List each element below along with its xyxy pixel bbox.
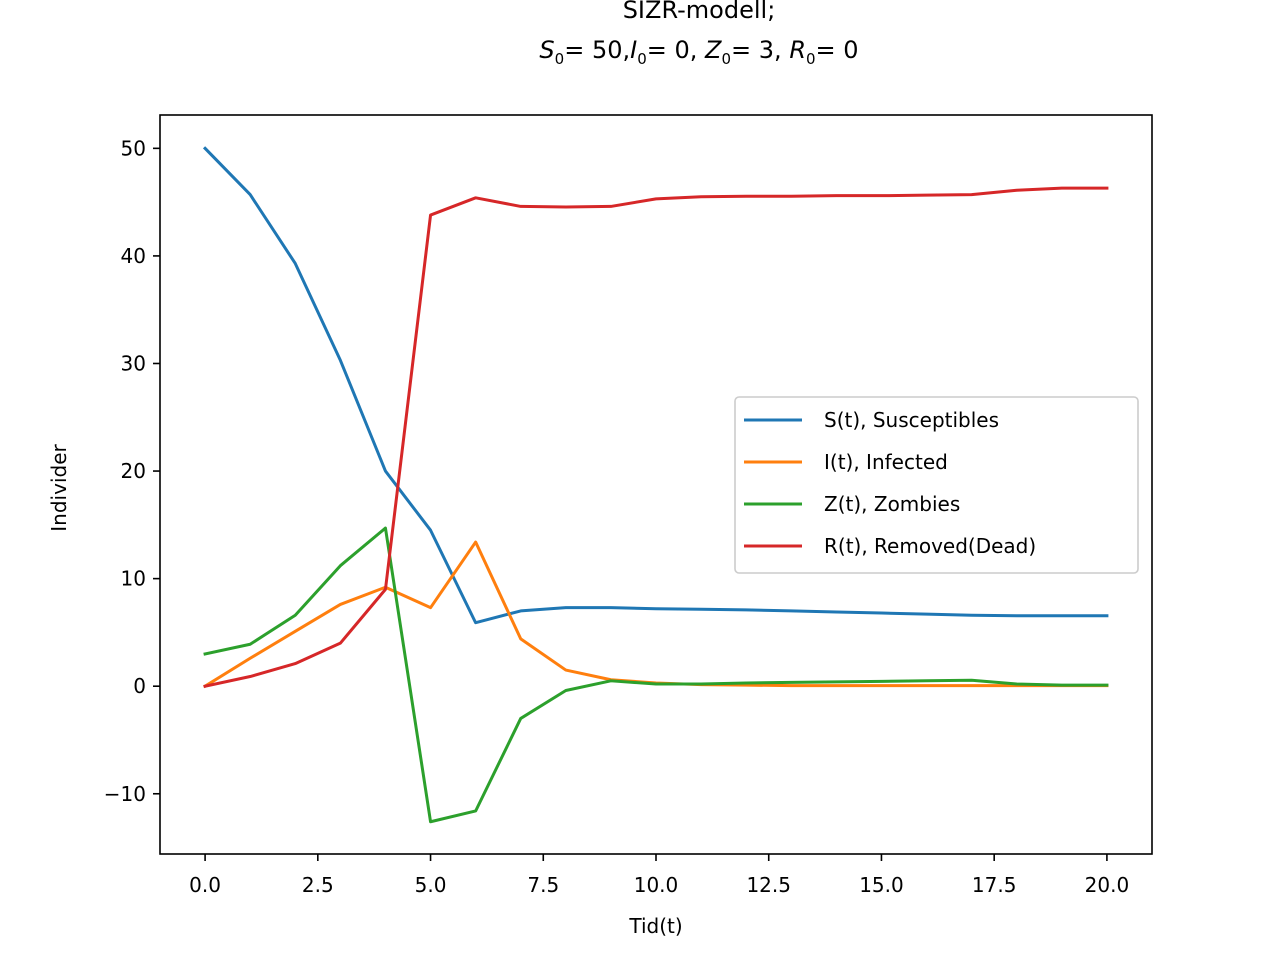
legend-label-3: R(t), Removed(Dead): [824, 534, 1036, 558]
series-line-0: [202, 146, 1109, 625]
y-tick-label: 50: [121, 136, 146, 160]
y-tick-label: −10: [104, 782, 146, 806]
legend-box: [734, 396, 1139, 574]
x-tick-label: 12.5: [746, 873, 791, 897]
chart-title-line2: S0= 50,I0= 0, Z0= 3, R0= 0: [539, 36, 858, 68]
ticks-group: 0.0 2.5 5.0 7.5 10.0 12.5 15.0 17.5 20.0 −10 0 10 20…: [104, 136, 1129, 897]
x-tick-label: 20.0: [1085, 873, 1130, 897]
title-z-sub: 0: [721, 50, 731, 68]
title-z-symbol: Z: [704, 36, 722, 64]
y-tick-label: 20: [121, 459, 146, 483]
x-axis-label: Tid(t): [628, 914, 682, 938]
legend: S(t), Susceptibles I(t), Infected Z(t), Zo…: [734, 396, 1139, 574]
series-group: [202, 146, 1109, 824]
title-s-symbol: S: [539, 36, 554, 64]
y-tick-label: 0: [133, 674, 146, 698]
title-r-symbol: R: [789, 36, 806, 64]
legend-label-1: I(t), Infected: [824, 450, 948, 474]
y-tick-label: 10: [121, 567, 146, 591]
x-tick-label: 5.0: [415, 873, 447, 897]
y-axis-label: Individer: [47, 444, 71, 532]
series-line-2: [203, 526, 1109, 824]
title-comma-2: ,: [690, 36, 705, 64]
title-i-sub: 0: [637, 50, 647, 68]
x-tick-label: 15.0: [859, 873, 904, 897]
y-tick-label: 30: [121, 351, 146, 375]
legend-label-2: Z(t), Zombies: [824, 492, 960, 516]
x-tick-label: 0.0: [189, 873, 221, 897]
title-r-sub: 0: [806, 50, 816, 68]
title-i-symbol: I: [630, 36, 637, 64]
title-comma-1: ,: [622, 36, 630, 64]
x-tick-label: 7.5: [527, 873, 559, 897]
title-comma-3: ,: [774, 36, 789, 64]
title-s-sub: 0: [555, 50, 565, 68]
y-tick-label: 40: [121, 244, 146, 268]
legend-label-0: S(t), Susceptibles: [824, 408, 999, 432]
title-i-value: = 0: [647, 36, 690, 64]
series-line-3: [203, 186, 1109, 688]
x-tick-label: 10.0: [634, 873, 679, 897]
title-r-value: = 0: [816, 36, 859, 64]
x-tick-label: 2.5: [302, 873, 334, 897]
title-s-value: = 50: [564, 36, 622, 64]
x-tick-label: 17.5: [972, 873, 1017, 897]
chart-title-line1: SIZR-modell;: [623, 0, 776, 24]
title-z-value: = 3: [731, 36, 774, 64]
